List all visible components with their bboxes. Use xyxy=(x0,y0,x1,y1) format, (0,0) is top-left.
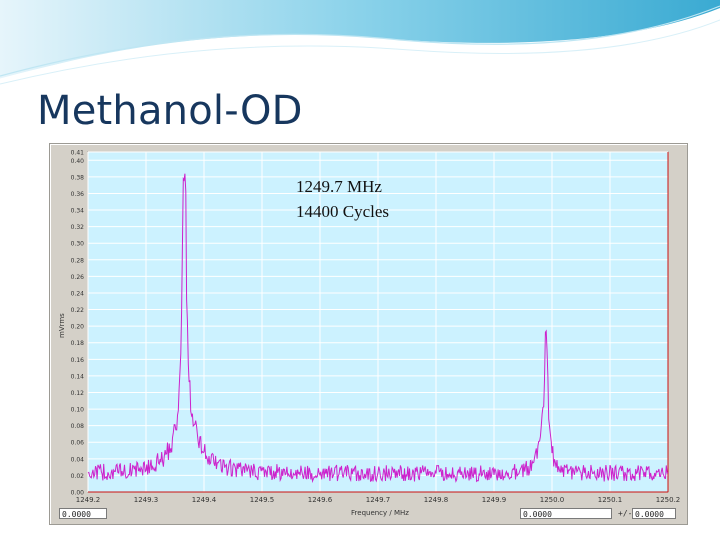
x-tick-label: 1250.2 xyxy=(656,496,681,504)
cursor-readout-far-right[interactable]: 0.0000 xyxy=(632,508,676,519)
y-tick-label: 0.22 xyxy=(71,307,85,314)
x-tick-label: 1249.3 xyxy=(134,496,159,504)
x-tick-label: 1249.7 xyxy=(366,496,391,504)
annotation-frequency: 1249.7 MHz xyxy=(296,177,382,196)
y-tick-label: 0.02 xyxy=(71,473,85,480)
y-tick-label: 0.24 xyxy=(71,290,85,297)
plot-annotation: 1249.7 MHz 14400 Cycles xyxy=(296,174,389,224)
x-tick-label: 1250.0 xyxy=(540,496,565,504)
header-swoosh xyxy=(0,0,720,85)
y-tick-label: 0.30 xyxy=(71,241,85,248)
slide-title: Methanol-OD xyxy=(37,88,303,134)
y-tick-label: 0.12 xyxy=(71,390,85,397)
y-tick-label: 0.18 xyxy=(71,340,85,347)
spectrum-trace xyxy=(87,173,669,484)
x-tick-label: 1249.5 xyxy=(250,496,275,504)
y-tick-label: 0.20 xyxy=(71,324,85,331)
y-tick-label: 0.10 xyxy=(71,407,85,414)
y-tick-label: 0.26 xyxy=(71,274,85,281)
y-tick-label: 0.41 xyxy=(71,150,85,157)
x-axis-title: Frequency / MHz xyxy=(351,509,409,517)
y-tick-label: 0.38 xyxy=(71,174,85,181)
y-axis-title: mVrms xyxy=(58,313,66,338)
y-tick-label: 0.08 xyxy=(71,423,85,430)
y-tick-label: 0.04 xyxy=(71,456,85,463)
spectrum-plot: 1249.2 1249.3 1249.4 1249.5 1249.6 1249.7 1249… xyxy=(71,150,681,505)
cursor-readout-left[interactable]: 0.0000 xyxy=(59,508,107,519)
annotation-cycles: 14400 Cycles xyxy=(296,202,390,221)
x-tick-label: 1249.9 xyxy=(482,496,507,504)
y-tick-label: 0.00 xyxy=(71,490,85,497)
x-tick-label: 1249.6 xyxy=(308,496,333,504)
y-tick-label: 0.36 xyxy=(71,191,85,198)
y-tick-label: 0.06 xyxy=(71,440,85,447)
y-tick-label: 0.28 xyxy=(71,257,85,264)
y-tick-label: 0.40 xyxy=(71,158,85,165)
x-tick-label: 1250.1 xyxy=(598,496,623,504)
spectrum-instrument-panel: 1249.2 1249.3 1249.4 1249.5 1249.6 1249.7 1249… xyxy=(49,143,688,525)
y-tick-label: 0.14 xyxy=(71,373,85,380)
cursor-readout-right[interactable]: 0.0000 xyxy=(520,508,612,519)
y-tick-label: 0.32 xyxy=(71,224,85,231)
y-tick-label: 0.16 xyxy=(71,357,85,364)
x-tick-label: 1249.8 xyxy=(424,496,449,504)
cursor-delta-label: +/- xyxy=(618,509,633,518)
x-tick-label: 1249.4 xyxy=(192,496,217,504)
x-tick-label: 1249.2 xyxy=(76,496,101,504)
y-tick-label: 0.34 xyxy=(71,208,85,215)
